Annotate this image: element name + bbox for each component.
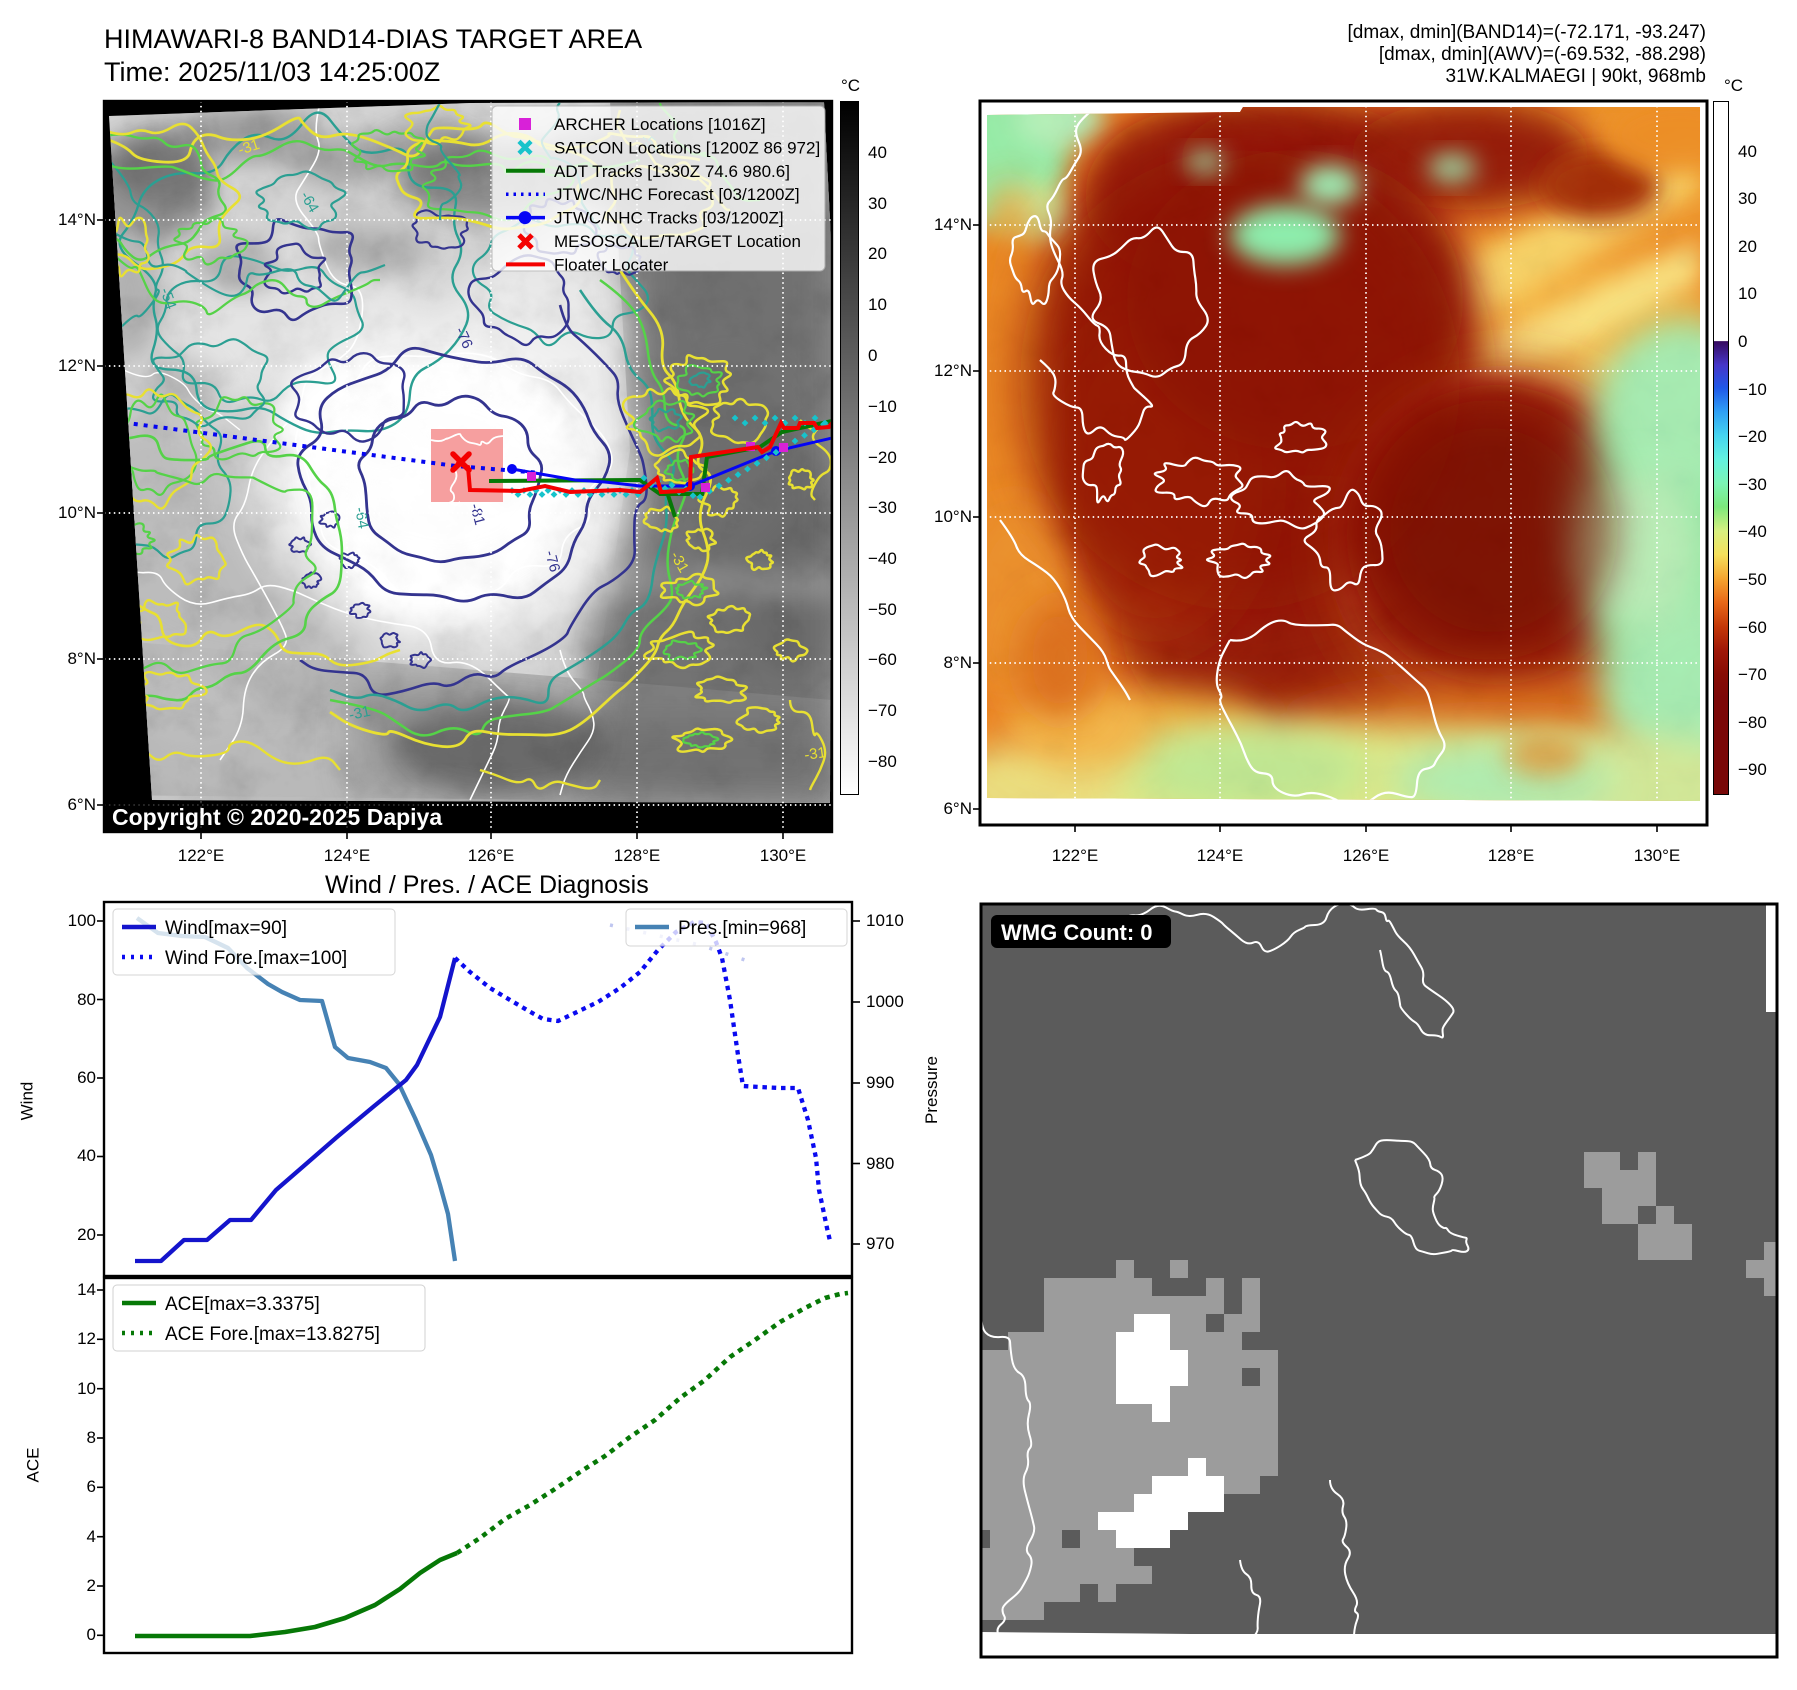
svg-text:JTWC/NHC Forecast [03/1200Z]: JTWC/NHC Forecast [03/1200Z] (554, 185, 800, 204)
svg-text:ADT Tracks [1330Z 74.6 980.6]: ADT Tracks [1330Z 74.6 980.6] (554, 162, 790, 181)
svg-text:Wind[max=90]: Wind[max=90] (165, 918, 287, 939)
svg-text:Copyright © 2020-2025 Dapiya: Copyright © 2020-2025 Dapiya (112, 804, 442, 830)
svg-text:-31: -31 (347, 703, 372, 724)
svg-text:-64: -64 (351, 506, 372, 530)
svg-text:ACE Fore.[max=13.8275]: ACE Fore.[max=13.8275] (165, 1324, 380, 1345)
svg-text:SATCON Locations [1200Z 86 972: SATCON Locations [1200Z 86 972] (554, 138, 820, 157)
svg-text:Pres.[min=968]: Pres.[min=968] (678, 918, 806, 939)
svg-text:MESOSCALE/TARGET Location: MESOSCALE/TARGET Location (554, 232, 801, 251)
svg-text:ARCHER Locations [1016Z]: ARCHER Locations [1016Z] (554, 115, 766, 134)
svg-text:Floater Locater: Floater Locater (554, 255, 669, 274)
svg-text:Wind Fore.[max=100]: Wind Fore.[max=100] (165, 948, 347, 969)
svg-text:JTWC/NHC Tracks [03/1200Z]: JTWC/NHC Tracks [03/1200Z] (554, 209, 784, 228)
svg-text:-54: -54 (156, 286, 179, 312)
svg-text:-31: -31 (803, 744, 827, 764)
svg-text:ACE[max=3.3375]: ACE[max=3.3375] (165, 1294, 320, 1315)
svg-text:-76: -76 (541, 549, 563, 574)
svg-text:WMG Count: 0: WMG Count: 0 (1001, 920, 1153, 945)
svg-text:-31: -31 (236, 136, 262, 159)
svg-text:-81: -81 (466, 502, 488, 527)
